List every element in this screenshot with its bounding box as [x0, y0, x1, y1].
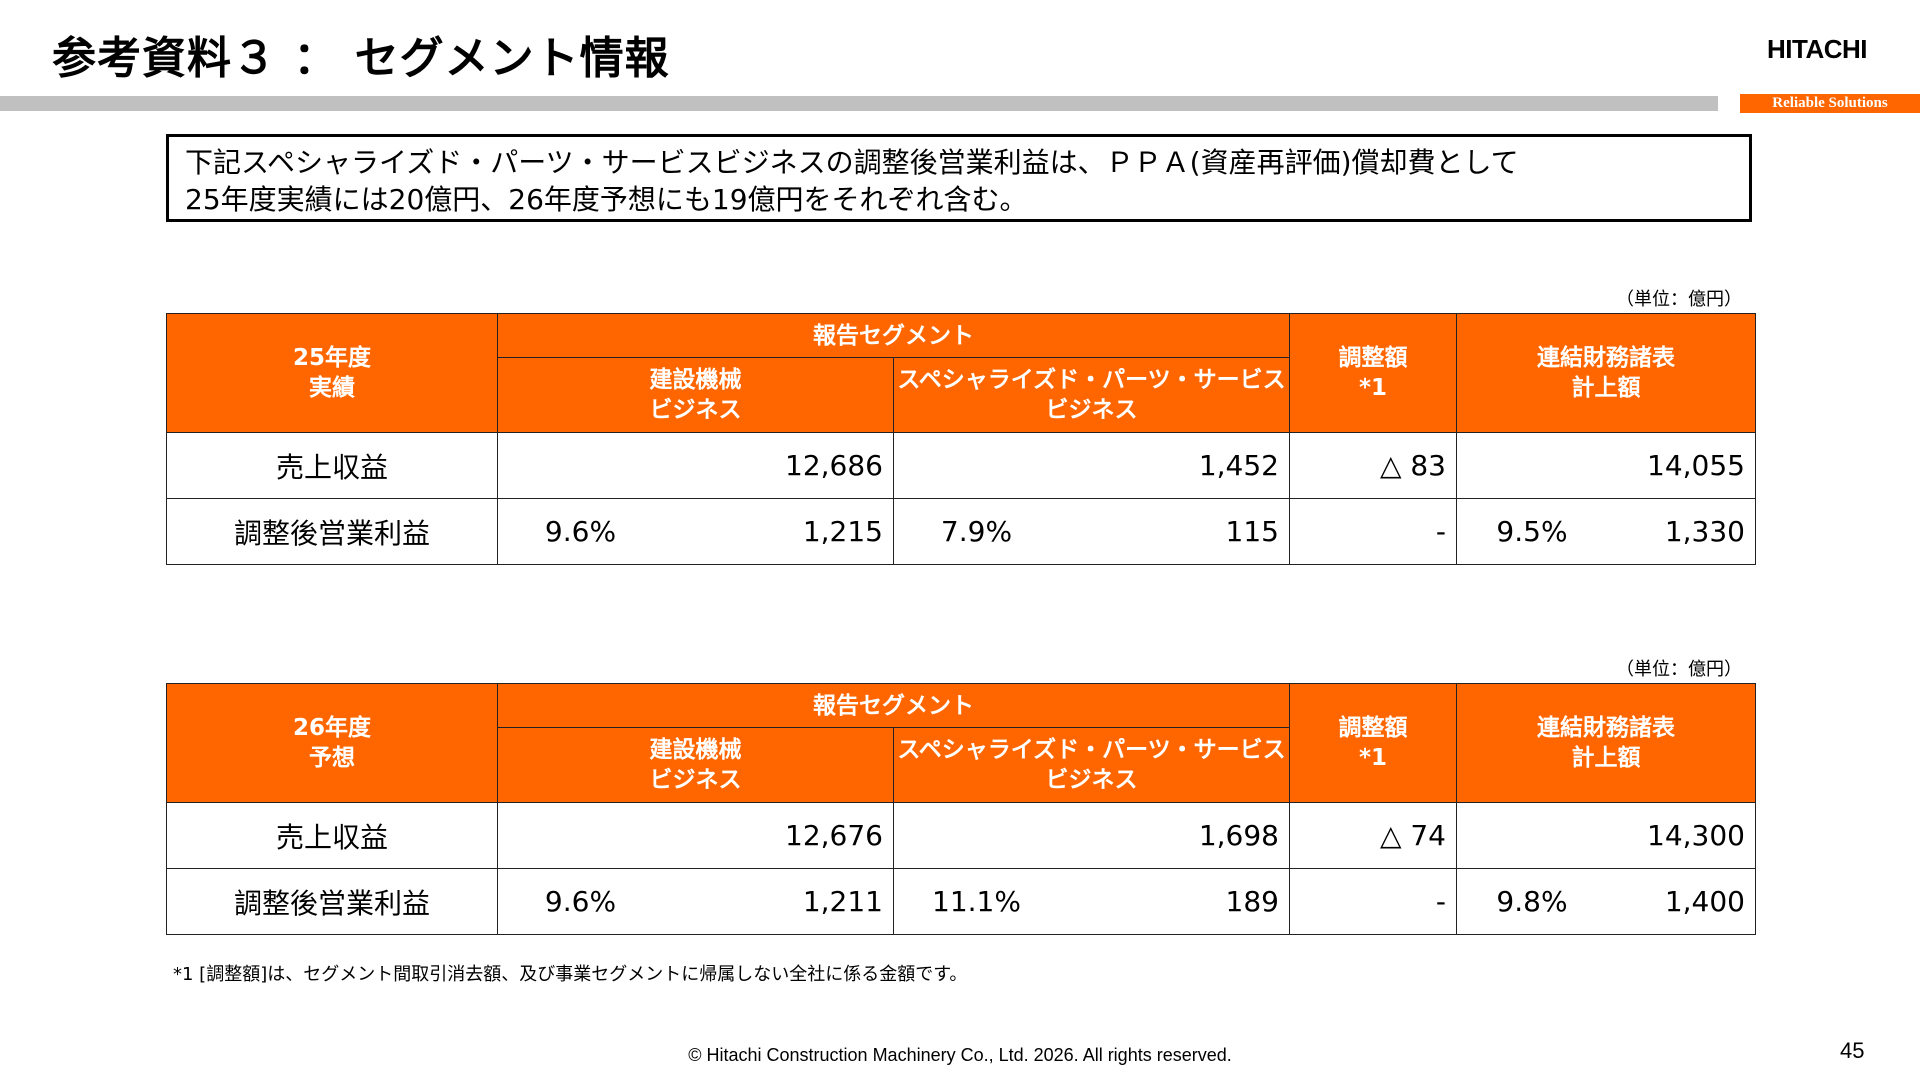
total-margin: 9.8% [1496, 885, 1568, 918]
row-label: 売上収益 [166, 432, 498, 499]
segment-table-fy26: 26年度 予想 報告セグメント 調整額 *1 連結財務諸表 計上額 建設機械 ビ… [166, 683, 1756, 935]
row-label: 調整後営業利益 [166, 868, 498, 935]
page-title: 参考資料３ ： セグメント情報 [52, 33, 670, 84]
adjustment-header: 調整額 *1 [1289, 313, 1457, 433]
consolidated-header: 連結財務諸表 計上額 [1456, 313, 1756, 433]
consolidated-header: 連結財務諸表 計上額 [1456, 683, 1756, 803]
table-row: 売上収益 12,686 1,452 △ 83 14,055 [166, 432, 1756, 499]
total-value: 14,300 [1456, 802, 1756, 869]
table-row: 売上収益 12,676 1,698 △ 74 14,300 [166, 802, 1756, 869]
seg2-cell: 7.9% 115 [893, 498, 1290, 565]
seg2-margin: 7.9% [940, 515, 1013, 548]
specialized-parts-header: スペシャライズド・パーツ・サービス ビジネス [893, 357, 1290, 433]
seg1-margin: 9.6% [544, 885, 617, 918]
seg1-cell: 9.6% 1,215 [497, 498, 894, 565]
seg2-cell: 11.1% 189 [893, 868, 1290, 935]
adjustment-value: △ 83 [1289, 432, 1457, 499]
row-label: 売上収益 [166, 802, 498, 869]
seg1-margin: 9.6% [544, 515, 617, 548]
seg1-cell: 9.6% 1,211 [497, 868, 894, 935]
seg2-margin: 11.1% [932, 885, 1021, 918]
note-box: 下記スペシャライズド・パーツ・サービスビジネスの調整後営業利益は、ＰＰＡ(資産再… [166, 134, 1752, 222]
total-cell: 9.5% 1,330 [1456, 498, 1756, 565]
specialized-parts-header: スペシャライズド・パーツ・サービス ビジネス [893, 727, 1290, 803]
adjustment-value: - [1289, 868, 1457, 935]
seg1-value: 1,211 [802, 885, 883, 918]
seg2-value: 189 [1225, 885, 1279, 918]
total-value: 1,400 [1664, 885, 1745, 918]
hitachi-logo: HITACHI [1767, 34, 1868, 64]
construction-machinery-header: 建設機械 ビジネス [497, 357, 894, 433]
seg1-value: 12,676 [497, 802, 894, 869]
total-value: 14,055 [1456, 432, 1756, 499]
copyright: © Hitachi Construction Machinery Co., Lt… [688, 1045, 1232, 1065]
footnote: *1 [調整額]は、セグメント間取引消去額、及び事業セグメントに帰属しない全社に… [173, 964, 968, 985]
header-rule [0, 96, 1718, 111]
seg2-value: 115 [1225, 515, 1279, 548]
adjustment-header: 調整額 *1 [1289, 683, 1457, 803]
table-row: 調整後営業利益 9.6% 1,211 11.1% 189 - 9.8% 1,40… [166, 868, 1756, 935]
page-number: 45 [1840, 1038, 1865, 1063]
row-label: 調整後営業利益 [166, 498, 498, 565]
note-line-1: 下記スペシャライズド・パーツ・サービスビジネスの調整後営業利益は、ＰＰＡ(資産再… [185, 146, 1519, 179]
segment-group-header: 報告セグメント [497, 683, 1290, 728]
seg2-value: 1,698 [893, 802, 1290, 869]
table-row: 調整後営業利益 9.6% 1,215 7.9% 115 - 9.5% 1,330 [166, 498, 1756, 565]
period-header: 26年度 予想 [166, 683, 498, 803]
note-line-2: 25年度実績には20億円、26年度予想にも19億円をそれぞれ含む。 [185, 183, 1028, 216]
seg1-value: 12,686 [497, 432, 894, 499]
construction-machinery-header: 建設機械 ビジネス [497, 727, 894, 803]
total-cell: 9.8% 1,400 [1456, 868, 1756, 935]
adjustment-value: - [1289, 498, 1457, 565]
total-value: 1,330 [1664, 515, 1745, 548]
total-margin: 9.5% [1496, 515, 1568, 548]
adjustment-value: △ 74 [1289, 802, 1457, 869]
seg1-value: 1,215 [802, 515, 883, 548]
segment-group-header: 報告セグメント [497, 313, 1290, 358]
tagline-badge: Reliable Solutions [1740, 94, 1920, 113]
unit-label-fy25: （単位：億円） [1616, 289, 1742, 310]
period-header: 25年度 実績 [166, 313, 498, 433]
seg2-value: 1,452 [893, 432, 1290, 499]
segment-table-fy25: 25年度 実績 報告セグメント 調整額 *1 連結財務諸表 計上額 建設機械 ビ… [166, 313, 1756, 565]
unit-label-fy26: （単位：億円） [1616, 659, 1742, 680]
